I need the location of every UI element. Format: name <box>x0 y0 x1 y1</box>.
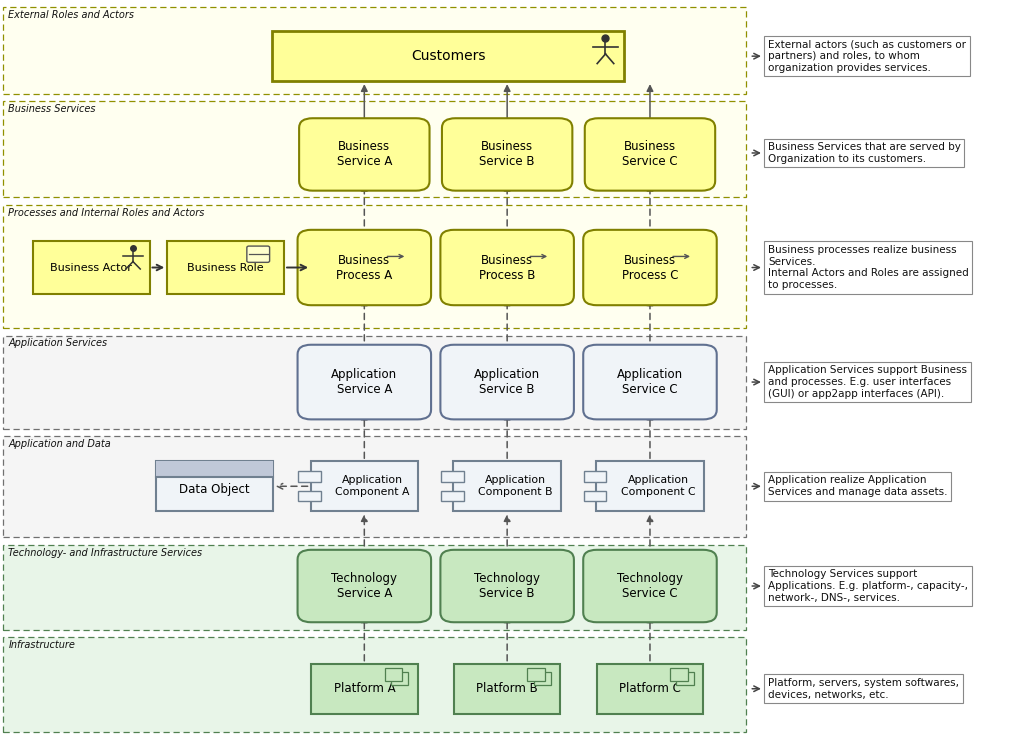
Bar <box>453 664 561 714</box>
Bar <box>584 471 607 482</box>
FancyBboxPatch shape <box>3 7 746 94</box>
FancyBboxPatch shape <box>3 101 746 197</box>
Text: Business
Process A: Business Process A <box>336 253 392 282</box>
FancyBboxPatch shape <box>584 550 716 622</box>
Text: Application
Component C: Application Component C <box>621 475 696 497</box>
Text: Technology Services support
Applications. E.g. platform-, capacity-,
network-, D: Technology Services support Applications… <box>768 570 968 602</box>
FancyBboxPatch shape <box>441 344 573 419</box>
Text: Platform A: Platform A <box>333 682 395 695</box>
Bar <box>310 461 418 511</box>
Bar <box>298 471 321 482</box>
Text: Business Actor: Business Actor <box>50 262 132 273</box>
Bar <box>441 491 464 501</box>
FancyBboxPatch shape <box>585 118 715 191</box>
Text: Business
Service C: Business Service C <box>622 140 678 168</box>
FancyBboxPatch shape <box>247 246 269 262</box>
FancyBboxPatch shape <box>3 336 746 429</box>
Bar <box>584 491 607 501</box>
Bar <box>441 471 464 482</box>
FancyBboxPatch shape <box>584 344 716 419</box>
Text: Infrastructure: Infrastructure <box>8 640 76 650</box>
Text: Application
Component B: Application Component B <box>478 475 553 497</box>
FancyBboxPatch shape <box>298 550 431 622</box>
Text: Application and Data: Application and Data <box>8 439 111 449</box>
FancyBboxPatch shape <box>3 637 746 732</box>
Text: Business
Service A: Business Service A <box>336 140 392 168</box>
Text: Technology
Service B: Technology Service B <box>474 572 540 600</box>
FancyBboxPatch shape <box>3 436 746 537</box>
FancyBboxPatch shape <box>441 550 573 622</box>
Bar <box>670 668 687 681</box>
Bar <box>453 461 561 511</box>
Text: Application realize Application
Services and manage data assets.: Application realize Application Services… <box>768 475 947 497</box>
Bar <box>155 461 272 477</box>
Bar <box>527 668 544 681</box>
Bar <box>32 241 149 294</box>
Bar <box>310 664 417 714</box>
FancyBboxPatch shape <box>3 205 746 328</box>
Text: Application Services: Application Services <box>8 338 108 349</box>
Text: Data Object: Data Object <box>179 483 249 497</box>
Text: Platform C: Platform C <box>619 682 681 695</box>
Bar <box>155 461 272 511</box>
Bar <box>533 672 551 685</box>
Text: Business processes realize business
Services.
Internal Actors and Roles are assi: Business processes realize business Serv… <box>768 245 969 290</box>
FancyBboxPatch shape <box>298 230 431 305</box>
Text: External actors (such as customers or
partners) and roles, to whom
organization : External actors (such as customers or pa… <box>768 40 966 72</box>
Text: Application
Service A: Application Service A <box>331 368 397 396</box>
Text: Processes and Internal Roles and Actors: Processes and Internal Roles and Actors <box>8 208 205 218</box>
Text: Business Services that are served by
Organization to its customers.: Business Services that are served by Org… <box>768 142 960 164</box>
Bar <box>677 672 693 685</box>
Text: Application
Component A: Application Component A <box>335 475 410 497</box>
FancyBboxPatch shape <box>3 545 746 630</box>
Text: Business
Service B: Business Service B <box>479 140 535 168</box>
Bar <box>168 241 284 294</box>
Text: Customers: Customers <box>411 50 485 63</box>
Text: Business Services: Business Services <box>8 104 96 115</box>
Bar <box>298 491 321 501</box>
Text: Application
Service B: Application Service B <box>474 368 540 396</box>
Text: Technology- and Infrastructure Services: Technology- and Infrastructure Services <box>8 548 203 558</box>
FancyBboxPatch shape <box>298 344 431 419</box>
FancyBboxPatch shape <box>584 230 716 305</box>
FancyBboxPatch shape <box>441 230 573 305</box>
Bar <box>596 664 704 714</box>
Bar <box>384 668 402 681</box>
Text: Technology
Service C: Technology Service C <box>617 572 683 600</box>
FancyBboxPatch shape <box>299 118 430 191</box>
FancyBboxPatch shape <box>442 118 572 191</box>
Text: Business
Process B: Business Process B <box>479 253 535 282</box>
Text: Technology
Service A: Technology Service A <box>331 572 397 600</box>
Text: Business Role: Business Role <box>187 262 264 273</box>
Text: Platform, servers, system softwares,
devices, networks, etc.: Platform, servers, system softwares, dev… <box>768 678 959 700</box>
Bar <box>390 672 408 685</box>
Text: Platform B: Platform B <box>476 682 538 695</box>
Bar <box>596 461 704 511</box>
Text: Business
Process C: Business Process C <box>622 253 678 282</box>
Text: Application Services support Business
and processes. E.g. user interfaces
(GUI) : Application Services support Business an… <box>768 366 967 398</box>
Text: External Roles and Actors: External Roles and Actors <box>8 10 135 20</box>
Text: Application
Service C: Application Service C <box>617 368 683 396</box>
Bar <box>272 31 624 81</box>
